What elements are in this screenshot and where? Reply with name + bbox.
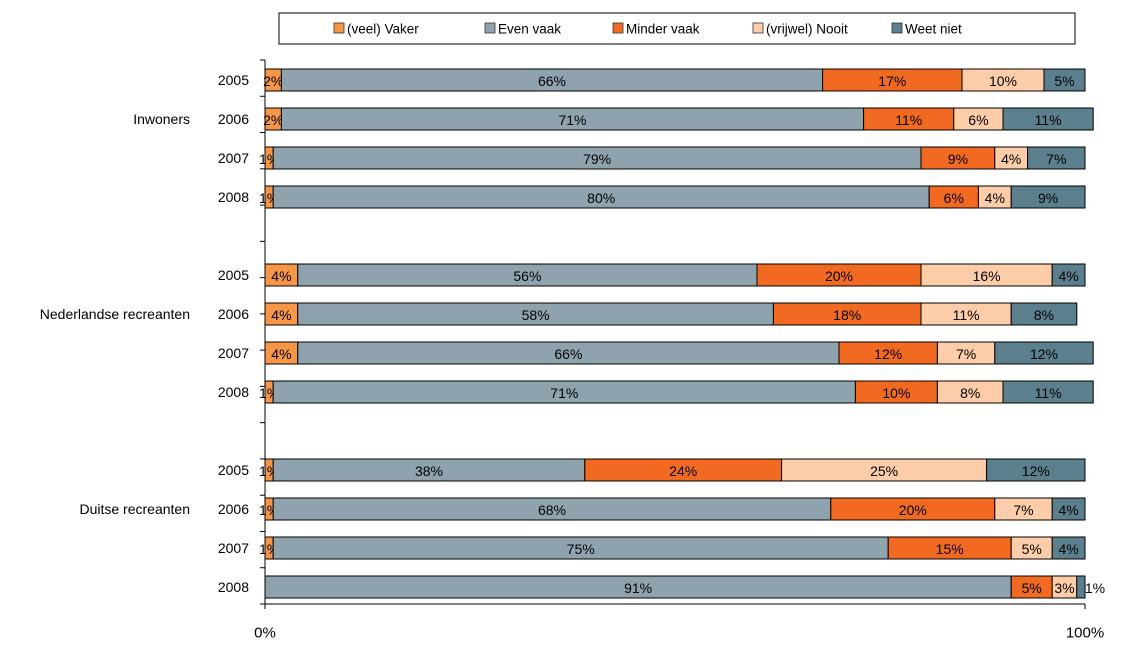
data-label-7-1: 71% bbox=[550, 385, 578, 401]
bar-segment-7-4 bbox=[1002, 380, 1094, 404]
data-label-4-1: 56% bbox=[513, 268, 541, 284]
data-label-1-2: 11% bbox=[895, 112, 922, 128]
data-label-4-3: 16% bbox=[973, 268, 1001, 284]
data-label-2-3: 4% bbox=[1001, 151, 1021, 167]
year-label-1: 2006 bbox=[218, 111, 249, 127]
year-label-9: 2006 bbox=[218, 501, 249, 517]
data-label-2-2: 9% bbox=[948, 151, 968, 167]
bar-segment-3-4 bbox=[1010, 185, 1086, 209]
group-label-1: Nederlandse recreanten bbox=[40, 306, 190, 322]
data-label-10-4: 4% bbox=[1058, 541, 1078, 557]
year-label-6: 2007 bbox=[218, 345, 249, 361]
data-label-5-0: 4% bbox=[271, 307, 291, 323]
data-label-1-0: 2% bbox=[263, 112, 283, 128]
data-label-10-3: 5% bbox=[1022, 541, 1042, 557]
bar-segment-8-4 bbox=[986, 458, 1086, 482]
bar-segment-11-4 bbox=[1076, 575, 1086, 599]
data-label-4-2: 20% bbox=[825, 268, 853, 284]
data-label-11-3: 3% bbox=[1054, 580, 1074, 596]
bar-segment-5-4 bbox=[1010, 302, 1078, 326]
data-label-0-2: 17% bbox=[878, 73, 906, 89]
group-label-2: Duitse recreanten bbox=[79, 501, 190, 517]
data-label-7-3: 8% bbox=[960, 385, 980, 401]
data-label-3-4: 9% bbox=[1038, 190, 1058, 206]
legend-swatch-4 bbox=[891, 22, 903, 34]
data-label-6-1: 66% bbox=[554, 346, 582, 362]
legend-label-3: (vrijwel) Nooit bbox=[766, 22, 848, 37]
data-label-11-2: 5% bbox=[1022, 580, 1042, 596]
bar-segment-2-4 bbox=[1027, 146, 1086, 170]
data-label-11-4: 1% bbox=[1085, 580, 1105, 596]
data-label-8-1: 38% bbox=[415, 463, 443, 479]
bar-segment-0-4 bbox=[1043, 68, 1086, 92]
data-label-7-2: 10% bbox=[882, 385, 910, 401]
x-tick-label-1: 100% bbox=[1066, 625, 1104, 642]
bar-segment-6-4 bbox=[994, 341, 1094, 365]
legend-swatch-0 bbox=[333, 22, 345, 34]
data-label-3-1: 80% bbox=[587, 190, 615, 206]
legend-label-4: Weet niet bbox=[905, 22, 962, 37]
data-label-4-0: 4% bbox=[271, 268, 291, 284]
data-label-6-2: 12% bbox=[874, 346, 902, 362]
data-label-3-2: 6% bbox=[944, 190, 964, 206]
year-label-3: 2008 bbox=[218, 189, 249, 205]
data-label-1-3: 6% bbox=[968, 112, 988, 128]
year-label-11: 2008 bbox=[218, 579, 249, 595]
year-label-4: 2005 bbox=[218, 267, 249, 283]
legend-swatch-2 bbox=[612, 22, 624, 34]
data-label-0-0: 2% bbox=[263, 73, 283, 89]
data-label-5-4: 8% bbox=[1034, 307, 1054, 323]
data-label-2-4: 7% bbox=[1046, 151, 1066, 167]
data-label-8-2: 24% bbox=[669, 463, 697, 479]
data-label-8-3: 25% bbox=[870, 463, 898, 479]
data-label-6-3: 7% bbox=[956, 346, 976, 362]
data-label-0-3: 10% bbox=[989, 73, 1017, 89]
legend-swatch-3 bbox=[752, 22, 764, 34]
data-label-0-4: 5% bbox=[1054, 73, 1074, 89]
year-label-5: 2006 bbox=[218, 306, 249, 322]
data-label-6-4: 12% bbox=[1030, 346, 1058, 362]
data-label-9-3: 7% bbox=[1013, 502, 1033, 518]
year-label-2: 2007 bbox=[218, 150, 249, 166]
year-label-8: 2005 bbox=[218, 462, 249, 478]
year-label-7: 2008 bbox=[218, 384, 249, 400]
data-label-3-3: 4% bbox=[985, 190, 1005, 206]
data-label-9-1: 68% bbox=[538, 502, 566, 518]
bar-segment-1-4 bbox=[1002, 107, 1094, 131]
data-label-2-1: 79% bbox=[583, 151, 611, 167]
bar-segment-9-4 bbox=[1051, 497, 1086, 521]
data-label-5-1: 58% bbox=[522, 307, 550, 323]
data-label-7-4: 11% bbox=[1035, 385, 1062, 401]
legend-label-1: Even vaak bbox=[498, 22, 561, 37]
data-label-4-4: 4% bbox=[1058, 268, 1078, 284]
legend-swatch-1 bbox=[484, 22, 496, 34]
data-label-6-0: 4% bbox=[271, 346, 291, 362]
group-label-0: Inwoners bbox=[133, 111, 190, 127]
data-label-5-2: 18% bbox=[833, 307, 861, 323]
data-label-5-3: 11% bbox=[953, 307, 980, 323]
data-label-10-2: 15% bbox=[936, 541, 964, 557]
data-label-0-1: 66% bbox=[538, 73, 566, 89]
legend-label-2: Minder vaak bbox=[626, 22, 700, 37]
year-label-10: 2007 bbox=[218, 540, 249, 556]
year-label-0: 2005 bbox=[218, 72, 249, 88]
legend-box bbox=[278, 12, 1076, 45]
data-label-9-4: 4% bbox=[1058, 502, 1078, 518]
bar-segment-10-4 bbox=[1051, 536, 1086, 560]
data-label-10-1: 75% bbox=[567, 541, 595, 557]
data-label-1-4: 11% bbox=[1035, 112, 1062, 128]
data-label-8-4: 12% bbox=[1022, 463, 1050, 479]
bar-segment-4-4 bbox=[1051, 263, 1086, 287]
x-tick-label-0: 0% bbox=[254, 625, 276, 642]
data-label-1-1: 71% bbox=[558, 112, 586, 128]
data-label-9-2: 20% bbox=[899, 502, 927, 518]
data-label-11-1: 91% bbox=[624, 580, 652, 596]
legend-label-0: (veel) Vaker bbox=[347, 22, 419, 37]
